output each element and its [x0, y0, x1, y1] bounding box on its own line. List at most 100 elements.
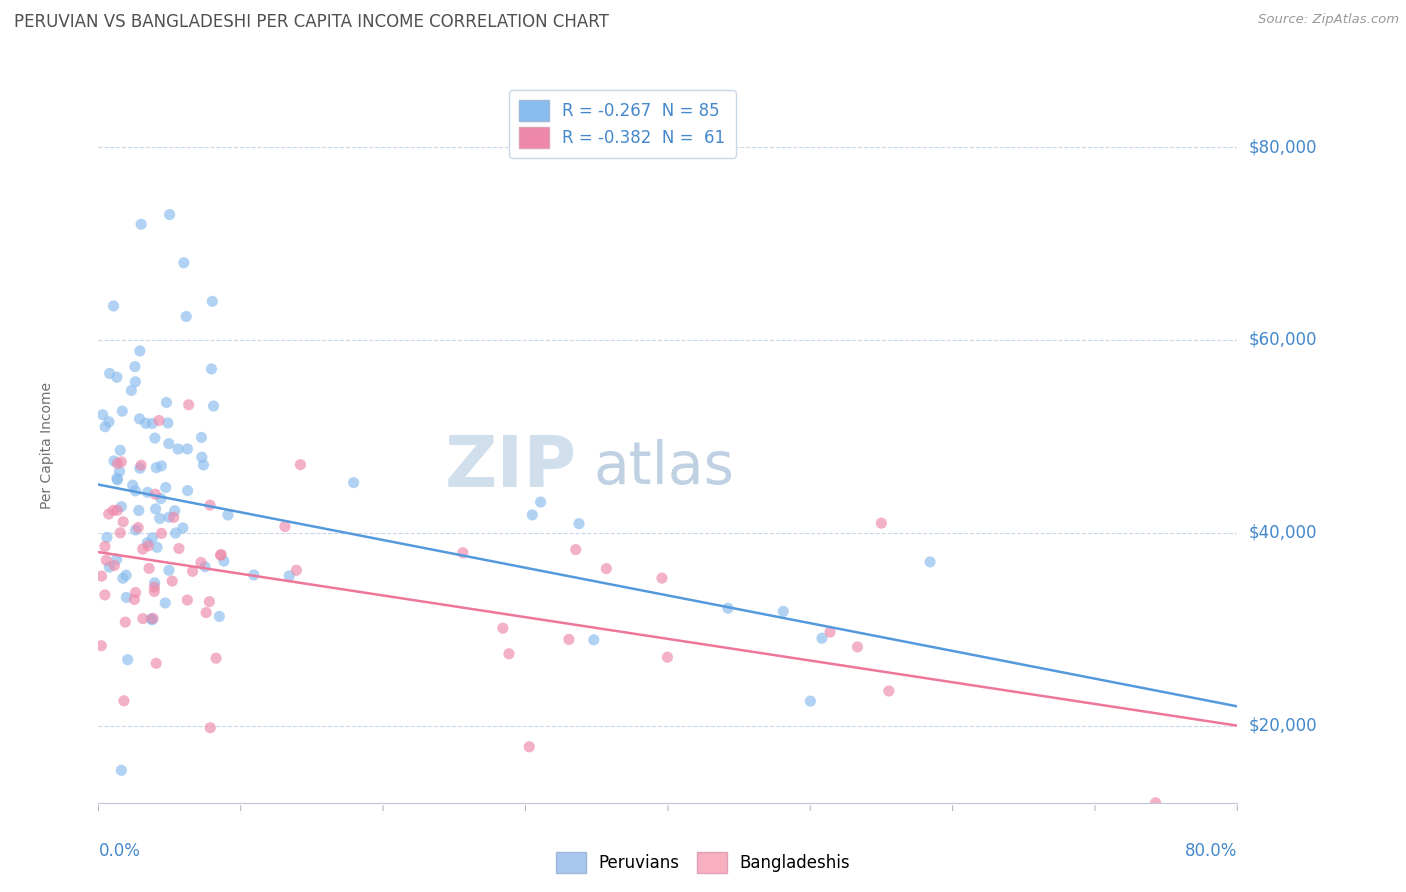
Text: $40,000: $40,000	[1249, 524, 1317, 541]
Point	[156, 416, 179, 430]
Point	[191, 450, 214, 465]
Point	[165, 526, 187, 541]
Point	[103, 558, 125, 573]
Point	[150, 458, 173, 473]
Point	[190, 556, 212, 570]
Point	[141, 531, 163, 545]
Point	[194, 559, 217, 574]
Point	[290, 458, 312, 472]
Point	[811, 632, 834, 646]
Point	[129, 217, 152, 231]
Point	[155, 481, 177, 495]
Point	[201, 294, 224, 309]
Legend: R = -0.267  N = 85, R = -0.382  N =  61: R = -0.267 N = 85, R = -0.382 N = 61	[509, 90, 735, 158]
Point	[195, 606, 218, 620]
Point	[278, 569, 301, 583]
Point	[96, 530, 118, 544]
Point	[105, 503, 128, 517]
Point	[274, 519, 297, 533]
Point	[208, 609, 231, 624]
Point	[98, 560, 121, 574]
Point	[818, 625, 841, 640]
Point	[107, 473, 129, 487]
Point	[285, 563, 308, 577]
Point	[651, 571, 673, 585]
Point	[870, 516, 893, 530]
Point	[128, 503, 150, 517]
Point	[115, 591, 138, 605]
Point	[94, 588, 117, 602]
Point	[799, 694, 821, 708]
Point	[167, 442, 190, 456]
Point	[342, 475, 364, 490]
Point	[124, 523, 146, 537]
Point	[176, 593, 198, 607]
Legend: Peruvians, Bangladeshis: Peruvians, Bangladeshis	[548, 846, 858, 880]
Point	[564, 542, 586, 557]
Point	[176, 483, 198, 498]
Point	[155, 596, 177, 610]
Point	[143, 584, 166, 599]
Point	[136, 535, 159, 549]
Point	[200, 721, 222, 735]
Point	[145, 460, 167, 475]
Point	[111, 404, 134, 418]
Point	[717, 601, 740, 615]
Point	[115, 568, 138, 582]
Point	[141, 612, 163, 626]
Point	[124, 359, 146, 374]
Point	[143, 580, 166, 594]
Point	[205, 651, 228, 665]
Point	[877, 684, 900, 698]
Point	[111, 571, 134, 585]
Point	[198, 498, 221, 512]
Point	[202, 399, 225, 413]
Point	[163, 504, 186, 518]
Point	[120, 384, 142, 398]
Point	[146, 541, 169, 555]
Point	[522, 508, 544, 522]
Text: $80,000: $80,000	[1249, 138, 1317, 156]
Point	[243, 568, 266, 582]
Point	[163, 510, 186, 524]
Point	[110, 500, 132, 514]
Point	[1144, 796, 1167, 810]
Point	[103, 299, 125, 313]
Text: atlas: atlas	[593, 439, 735, 496]
Point	[143, 575, 166, 590]
Point	[131, 541, 153, 556]
Point	[94, 540, 117, 554]
Point	[112, 515, 135, 529]
Text: 0.0%: 0.0%	[98, 842, 141, 860]
Point	[96, 553, 118, 567]
Point	[157, 510, 180, 524]
Point	[94, 419, 117, 434]
Point	[159, 208, 181, 222]
Point	[138, 561, 160, 575]
Point	[110, 764, 132, 778]
Point	[105, 552, 128, 566]
Point	[172, 521, 194, 535]
Point	[558, 632, 581, 647]
Point	[173, 256, 195, 270]
Point	[193, 458, 215, 472]
Point	[212, 554, 235, 568]
Point	[145, 487, 167, 501]
Text: ZIP: ZIP	[444, 433, 576, 502]
Point	[451, 546, 474, 560]
Point	[148, 413, 170, 427]
Point	[98, 415, 121, 429]
Point	[217, 508, 239, 522]
Point	[167, 541, 190, 556]
Point	[114, 615, 136, 629]
Point	[149, 491, 172, 506]
Point	[155, 395, 177, 409]
Point	[492, 621, 515, 635]
Point	[141, 417, 163, 431]
Point	[128, 343, 150, 358]
Point	[772, 604, 794, 618]
Point	[127, 520, 149, 534]
Point	[136, 539, 159, 553]
Point	[160, 574, 183, 588]
Point	[136, 485, 159, 500]
